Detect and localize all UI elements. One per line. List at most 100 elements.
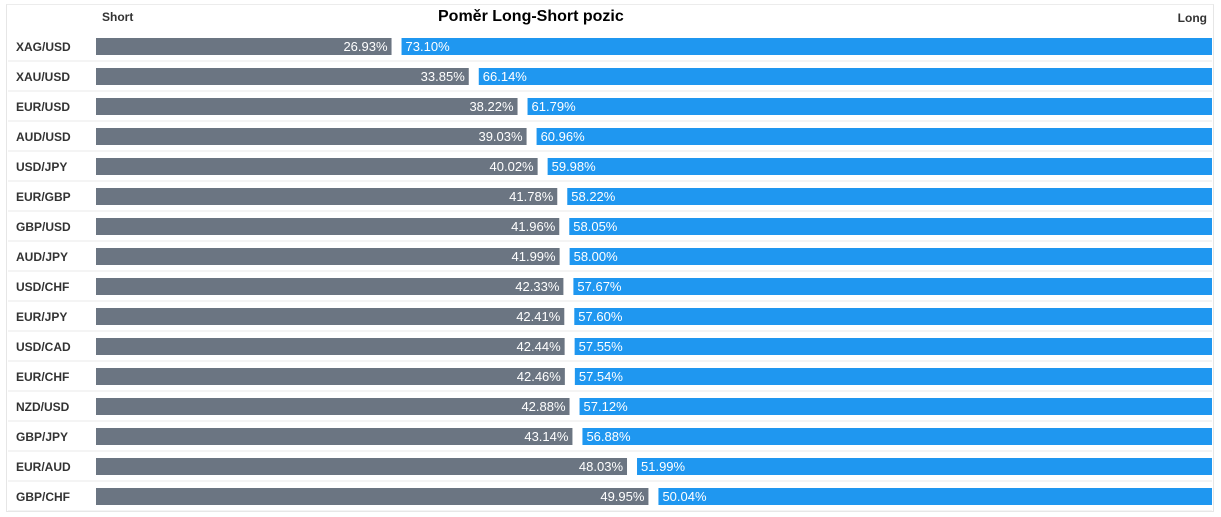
- category-label: EUR/USD: [16, 100, 70, 114]
- chart-row: GBP/USD 41.96% 58.05%: [8, 218, 1212, 242]
- short-bar: [96, 248, 560, 265]
- short-bar: [96, 38, 392, 55]
- category-label: EUR/AUD: [16, 460, 71, 474]
- category-label: USD/CHF: [16, 280, 69, 294]
- chart-row: USD/CAD 42.44% 57.55%: [8, 338, 1212, 362]
- long-value-label: 66.14%: [483, 69, 528, 84]
- category-label: EUR/GBP: [16, 190, 71, 204]
- long-bar: [574, 338, 1212, 355]
- short-bar: [96, 458, 628, 475]
- category-label: EUR/JPY: [16, 310, 67, 324]
- category-label: NZD/USD: [16, 400, 70, 414]
- chart-row: AUD/USD 39.03% 60.96%: [8, 128, 1212, 152]
- long-bar: [401, 38, 1212, 55]
- category-label: GBP/CHF: [16, 490, 70, 504]
- short-value-label: 41.99%: [512, 249, 557, 264]
- short-value-label: 41.78%: [509, 189, 554, 204]
- chart-row: USD/CHF 42.33% 57.67%: [8, 278, 1212, 302]
- short-bar: [96, 188, 558, 205]
- short-value-label: 49.95%: [600, 489, 645, 504]
- short-bar: [96, 368, 565, 385]
- category-label: GBP/USD: [16, 220, 71, 234]
- short-value-label: 42.44%: [517, 339, 562, 354]
- short-value-label: 40.02%: [490, 159, 535, 174]
- long-value-label: 57.12%: [584, 399, 629, 414]
- short-value-label: 42.41%: [516, 309, 561, 324]
- long-bar: [637, 458, 1212, 475]
- long-value-label: 56.88%: [586, 429, 631, 444]
- long-value-label: 57.67%: [577, 279, 622, 294]
- short-bar: [96, 68, 469, 85]
- chart-row: EUR/USD 38.22% 61.79%: [8, 98, 1212, 122]
- short-bar: [96, 278, 564, 295]
- category-label: EUR/CHF: [16, 370, 69, 384]
- chart-row: GBP/JPY 43.14% 56.88%: [8, 428, 1212, 452]
- chart-row: EUR/JPY 42.41% 57.60%: [8, 308, 1212, 332]
- short-value-label: 42.33%: [515, 279, 560, 294]
- chart-row: EUR/AUD 48.03% 51.99%: [8, 458, 1212, 482]
- category-label: XAG/USD: [16, 40, 71, 54]
- short-bar: [96, 128, 527, 145]
- long-value-label: 57.55%: [579, 339, 624, 354]
- short-value-label: 48.03%: [579, 459, 624, 474]
- long-value-label: 73.10%: [406, 39, 451, 54]
- long-value-label: 58.05%: [573, 219, 618, 234]
- category-label: AUD/USD: [16, 130, 71, 144]
- category-label: USD/CAD: [16, 340, 71, 354]
- category-label: USD/JPY: [16, 160, 67, 174]
- chart-row: USD/JPY 40.02% 59.98%: [8, 158, 1212, 182]
- long-bar: [574, 308, 1212, 325]
- long-value-label: 50.04%: [662, 489, 707, 504]
- short-bar: [96, 398, 570, 415]
- long-value-label: 57.60%: [578, 309, 623, 324]
- long-value-label: 58.22%: [571, 189, 616, 204]
- chart-row: XAG/USD 26.93% 73.10%: [8, 38, 1212, 62]
- long-bar: [547, 158, 1212, 175]
- long-bar: [527, 98, 1212, 115]
- long-value-label: 57.54%: [579, 369, 624, 384]
- short-value-label: 42.88%: [521, 399, 566, 414]
- long-value-label: 60.96%: [541, 129, 586, 144]
- long-bar: [567, 188, 1212, 205]
- short-bar: [96, 338, 565, 355]
- short-value-label: 43.14%: [524, 429, 569, 444]
- short-bar: [96, 308, 565, 325]
- long-bar: [478, 68, 1212, 85]
- short-bar: [96, 218, 560, 235]
- short-bar: [96, 428, 573, 445]
- long-value-label: 61.79%: [532, 99, 577, 114]
- long-bar: [536, 128, 1212, 145]
- long-bar: [658, 488, 1212, 505]
- long-bar: [569, 248, 1212, 265]
- long-value-label: 59.98%: [552, 159, 597, 174]
- long-bar: [582, 428, 1212, 445]
- long-bar: [574, 368, 1212, 385]
- short-value-label: 38.22%: [469, 99, 514, 114]
- short-bar: [96, 158, 538, 175]
- short-value-label: 33.85%: [421, 69, 466, 84]
- short-legend-label: Short: [102, 10, 134, 24]
- chart-row: AUD/JPY 41.99% 58.00%: [8, 248, 1212, 272]
- short-value-label: 42.46%: [517, 369, 562, 384]
- short-value-label: 26.93%: [343, 39, 388, 54]
- chart-row: EUR/CHF 42.46% 57.54%: [8, 368, 1212, 392]
- chart-row: NZD/USD 42.88% 57.12%: [8, 398, 1212, 422]
- long-bar: [579, 398, 1212, 415]
- chart-row: GBP/CHF 49.95% 50.04%: [8, 488, 1212, 512]
- long-bar: [573, 278, 1212, 295]
- short-bar: [96, 98, 518, 115]
- long-value-label: 51.99%: [641, 459, 686, 474]
- chart-row: XAU/USD 33.85% 66.14%: [8, 68, 1212, 92]
- short-value-label: 39.03%: [478, 129, 523, 144]
- category-label: AUD/JPY: [16, 250, 68, 264]
- chart-row: EUR/GBP 41.78% 58.22%: [8, 188, 1212, 212]
- category-label: XAU/USD: [16, 70, 70, 84]
- category-label: GBP/JPY: [16, 430, 68, 444]
- short-value-label: 41.96%: [511, 219, 556, 234]
- long-bar: [569, 218, 1212, 235]
- long-legend-label: Long: [1177, 11, 1207, 25]
- long-value-label: 58.00%: [574, 249, 619, 264]
- chart-title: Poměr Long-Short pozic: [438, 8, 624, 25]
- short-bar: [96, 488, 649, 505]
